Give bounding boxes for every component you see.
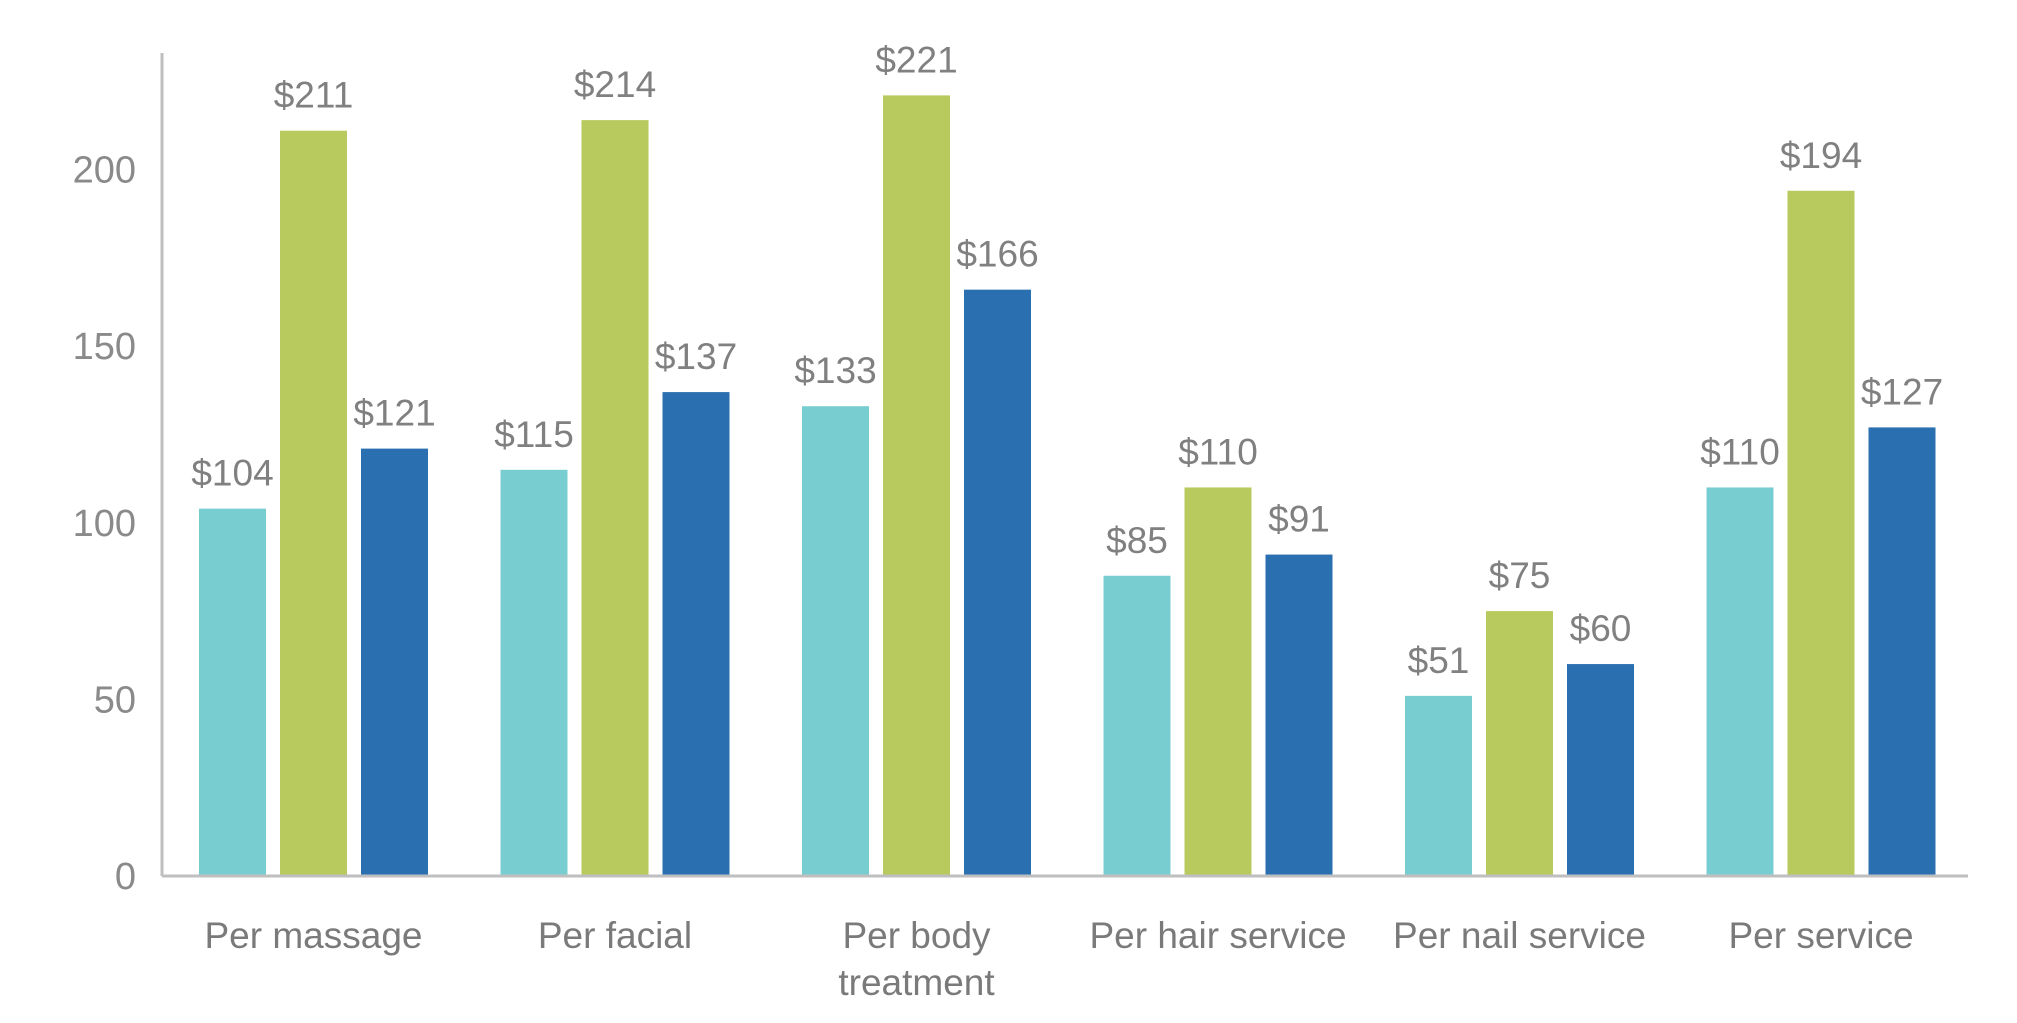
category-label: Per hair service [1089, 915, 1346, 956]
data-label: $104 [191, 453, 273, 494]
bar [1868, 427, 1936, 876]
category-labels: Per massage Per facial Per body treatment Pe… [205, 915, 1914, 1003]
bar [361, 448, 428, 876]
data-label: $115 [494, 414, 574, 455]
bar [1486, 611, 1553, 876]
category-label: Per nail service [1393, 915, 1646, 956]
y-axis-ticks: 0 50 100 150 200 [73, 150, 136, 898]
data-label: $85 [1106, 520, 1168, 561]
bar [1184, 487, 1252, 876]
category-label: Per service [1728, 915, 1913, 956]
bar [1706, 487, 1774, 876]
category-label: treatment [838, 962, 995, 1003]
bar [802, 406, 869, 876]
data-label: $211 [274, 75, 354, 116]
bar [500, 469, 568, 876]
y-tick-label: 100 [73, 503, 136, 545]
data-label: $127 [1861, 371, 1943, 412]
bars [199, 95, 1936, 877]
y-tick-label: 200 [73, 150, 136, 192]
category-label: Per facial [538, 915, 692, 956]
y-tick-label: 0 [115, 856, 136, 898]
data-labels: $104 $115 $133 $85 $51 $110 $211 $214 $221 $110 $7… [191, 39, 1943, 680]
bar [581, 120, 649, 877]
bar [1405, 695, 1472, 876]
bar [662, 392, 730, 876]
bar [1567, 664, 1634, 876]
bar [280, 130, 347, 877]
bar [1787, 190, 1855, 876]
bar [883, 95, 950, 876]
data-label: $51 [1408, 640, 1470, 681]
data-label: $214 [574, 64, 656, 105]
data-label: $91 [1268, 499, 1330, 540]
bar [1265, 554, 1333, 876]
data-label: $137 [655, 336, 737, 377]
bar [199, 508, 266, 876]
data-label: $121 [353, 393, 435, 434]
category-label: Per massage [205, 915, 423, 956]
data-label: $110 [1178, 431, 1258, 472]
bar [1103, 575, 1171, 876]
data-label: $110 [1700, 431, 1780, 472]
y-tick-label: 150 [73, 326, 136, 368]
data-label: $166 [956, 234, 1038, 275]
y-tick-label: 50 [94, 679, 136, 721]
data-label: $194 [1780, 135, 1862, 176]
category-label: Per body [842, 915, 991, 956]
data-label: $75 [1489, 555, 1551, 596]
data-label: $221 [875, 39, 957, 80]
data-label: $133 [794, 350, 876, 391]
data-label: $60 [1570, 608, 1632, 649]
bar [964, 289, 1031, 877]
